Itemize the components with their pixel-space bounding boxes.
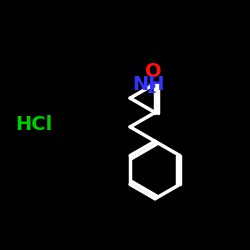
Text: 2: 2	[147, 82, 157, 96]
Text: NH: NH	[132, 76, 165, 94]
Text: O: O	[146, 62, 162, 81]
Text: HCl: HCl	[15, 116, 52, 134]
